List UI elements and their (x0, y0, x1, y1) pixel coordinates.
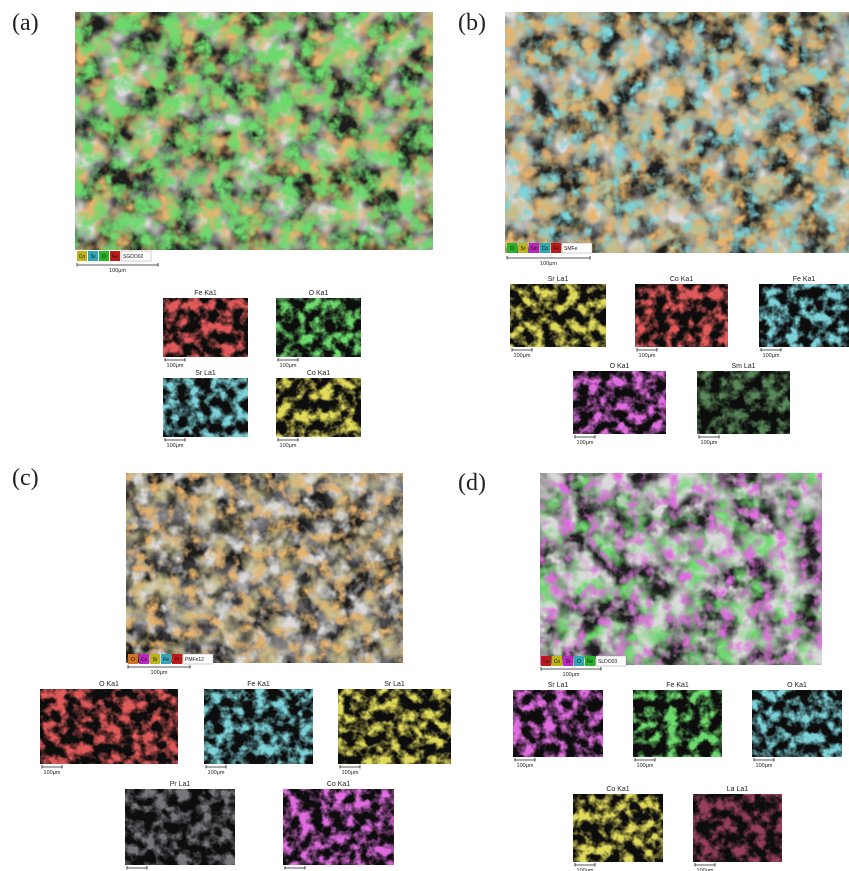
legend-chip-label: Co (79, 254, 86, 260)
legend-chip-label: Fe (553, 246, 559, 252)
scale-label: 100μm (701, 440, 718, 446)
scale-label: 100μm (639, 353, 656, 359)
legend-chip-label: O (577, 659, 581, 665)
scale-label: 100μm (517, 763, 534, 769)
map-title: Sr La1 (548, 276, 569, 283)
panel-label: (a) (12, 10, 39, 36)
sem-texture (126, 473, 403, 663)
scale-label: 100μm (151, 670, 168, 676)
legend-chip-label: Fe (163, 657, 169, 663)
map-texture (204, 689, 313, 764)
map-texture (693, 794, 782, 862)
legend-sample: SMFe (564, 246, 578, 252)
map-texture (338, 689, 451, 764)
legend-sample: SGDO02 (123, 254, 144, 260)
map-texture (163, 378, 248, 437)
map-texture (163, 298, 248, 357)
scale-label: 100μm (637, 763, 654, 769)
scale-label: 100μm (342, 770, 359, 776)
map-texture (125, 789, 235, 865)
scale-label: 100μm (756, 763, 773, 769)
panel-label: (c) (12, 465, 39, 491)
map-texture (573, 371, 666, 434)
sem-texture (540, 473, 822, 665)
sem-texture (75, 12, 433, 250)
scale-label: 100μm (167, 363, 184, 369)
map-title: O Ka1 (610, 363, 630, 370)
sem-texture (505, 12, 849, 253)
map-texture (697, 371, 790, 434)
map-title: Sm La1 (731, 363, 755, 370)
map-texture (276, 298, 361, 357)
legend-chip-label: O (131, 657, 135, 663)
legend-chip-label: Co (542, 246, 549, 252)
map-title: Fe Ka1 (194, 290, 217, 297)
map-title: Sr La1 (195, 370, 216, 377)
map-title: O Ka1 (309, 290, 329, 297)
legend-chip-label: Sm (530, 246, 538, 252)
scale-label: 100μm (44, 770, 61, 776)
panel-label: (d) (458, 470, 486, 496)
map-title: Fe Ka1 (247, 681, 270, 688)
scale-label: 100μm (577, 440, 594, 446)
scale-label: 100μm (167, 443, 184, 449)
map-title: Fe Ka1 (666, 682, 689, 689)
map-title: O Ka1 (99, 681, 119, 688)
map-texture (633, 690, 722, 757)
legend-chip-label: Pr (175, 657, 180, 663)
map-title: Co Ka1 (307, 370, 330, 377)
panel-label: (b) (458, 10, 486, 36)
map-texture (752, 690, 842, 757)
map-title: Co Ka1 (670, 276, 693, 283)
map-texture (759, 284, 849, 347)
map-texture (635, 284, 728, 347)
map-title: Sr La1 (384, 681, 405, 688)
map-title: Co Ka1 (327, 781, 350, 788)
map-texture (276, 378, 361, 437)
scale-label: 100μm (540, 261, 557, 267)
legend-chip-label: La (543, 659, 549, 665)
map-texture (510, 284, 606, 347)
map-title: O Ka1 (787, 682, 807, 689)
map-texture (40, 689, 178, 764)
scale-label: 100μm (514, 353, 531, 359)
map-title: La La1 (727, 786, 749, 793)
scale-label: 100μm (563, 672, 580, 678)
map-texture (513, 690, 603, 757)
legend-chip-label: Fe (112, 254, 118, 260)
legend-chip-label: O (102, 254, 106, 260)
scale-label: 100μm (208, 770, 225, 776)
legend-chip-label: Co (554, 659, 561, 665)
map-texture (283, 789, 394, 865)
map-title: Pr La1 (170, 781, 191, 788)
legend-chip-label: Sr (153, 657, 158, 663)
legend-chip-label: Sr (566, 659, 571, 665)
map-texture (573, 794, 663, 862)
legend-chip-label: Fe (587, 659, 593, 665)
map-title: Sr La1 (548, 682, 569, 689)
map-title: Co Ka1 (606, 786, 629, 793)
legend-chip-label: Co (141, 657, 148, 663)
map-title: Fe Ka1 (793, 276, 816, 283)
scale-label: 100μm (109, 268, 126, 274)
scale-label: 100μm (280, 443, 297, 449)
scale-label: 100μm (280, 363, 297, 369)
legend-sample: PMFe12 (185, 657, 204, 663)
scale-label: 100μm (763, 353, 780, 359)
legend-chip-label: Sr (91, 254, 96, 260)
figure: (a) Co Sr O Fe SGDO02 100μm Fe Ka1 100μm O Ka1 100… (0, 0, 849, 871)
legend-chip-label: Sr (521, 246, 526, 252)
legend-sample: SLDO03 (598, 659, 617, 665)
legend-chip-label: O (510, 246, 514, 252)
